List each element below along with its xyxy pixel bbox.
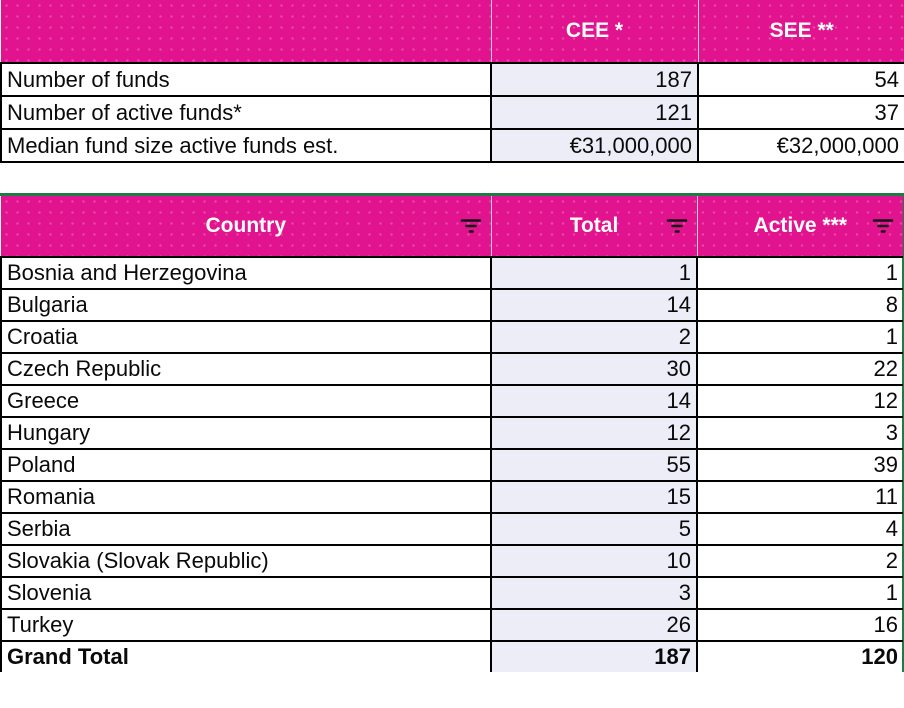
country-name: Croatia <box>0 320 492 354</box>
summary-see-value: 54 <box>697 62 904 97</box>
country-name: Romania <box>0 480 492 514</box>
summary-header-blank <box>1 0 491 63</box>
country-total-value: 26 <box>490 608 698 642</box>
country-active-value: 12 <box>696 384 903 418</box>
country-table-container: Country Total Acti <box>0 193 904 672</box>
summary-header-cee: CEE * <box>490 0 698 63</box>
country-total-value: 5 <box>490 512 698 546</box>
total-column-label: Total <box>569 214 619 237</box>
country-row: Slovakia (Slovak Republic) 10 2 <box>0 544 903 578</box>
country-row: Bulgaria 14 8 <box>0 288 903 322</box>
country-active-value: 2 <box>696 544 903 578</box>
country-row: Turkey 26 16 <box>0 608 903 642</box>
country-total-value: 10 <box>490 544 698 578</box>
country-total-value: 14 <box>490 384 698 418</box>
summary-row: Number of active funds* 121 37 <box>0 95 904 130</box>
summary-row-label: Number of funds <box>0 62 492 97</box>
country-active-value: 11 <box>696 480 903 514</box>
country-total-value: 14 <box>490 288 698 322</box>
country-name: Slovakia (Slovak Republic) <box>0 544 492 578</box>
summary-cee-value: 187 <box>490 62 699 97</box>
summary-row: Median fund size active funds est. €31,00… <box>0 128 904 163</box>
country-name: Hungary <box>0 416 492 450</box>
country-total-value: 55 <box>490 448 698 482</box>
country-active-value: 3 <box>696 416 903 450</box>
country-name: Czech Republic <box>0 352 492 386</box>
country-total-value: 1 <box>490 256 698 290</box>
summary-table: CEE * SEE ** Number of funds 187 54 Number … <box>0 0 904 163</box>
country-active-value: 1 <box>696 256 903 290</box>
country-name: Bosnia and Herzegovina <box>0 256 492 290</box>
country-active-value: 22 <box>696 352 903 386</box>
summary-see-value: €32,000,000 <box>697 128 904 163</box>
grand-total-total-value: 187 <box>490 640 698 672</box>
country-row: Bosnia and Herzegovina 1 1 <box>0 256 903 290</box>
summary-header-row: CEE * SEE ** <box>1 0 904 63</box>
country-table-body: Bosnia and Herzegovina 1 1 Bulgaria 14 8 Croat… <box>0 256 903 672</box>
country-column-header: Country <box>1 196 491 257</box>
country-row: Hungary 12 3 <box>0 416 903 450</box>
summary-table-body: Number of funds 187 54 Number of active fun… <box>0 62 904 163</box>
country-header-row: Country Total Acti <box>1 196 903 257</box>
active-column-label: Active *** <box>753 214 847 237</box>
summary-see-value: 37 <box>697 95 904 130</box>
country-total-value: 12 <box>490 416 698 450</box>
country-active-value: 8 <box>696 288 903 322</box>
country-table: Country Total Acti <box>0 196 903 672</box>
country-total-value: 2 <box>490 320 698 354</box>
grand-total-label: Grand Total <box>0 640 492 672</box>
active-column-header: Active *** <box>696 196 903 257</box>
country-active-value: 39 <box>696 448 903 482</box>
country-name: Serbia <box>0 512 492 546</box>
grand-total-active-value: 120 <box>696 640 903 672</box>
country-column-label: Country <box>205 214 287 237</box>
country-name: Greece <box>0 384 492 418</box>
country-row: Poland 55 39 <box>0 448 903 482</box>
country-total-value: 30 <box>490 352 698 386</box>
country-active-value: 16 <box>696 608 903 642</box>
country-row: Greece 14 12 <box>0 384 903 418</box>
country-row: Serbia 5 4 <box>0 512 903 546</box>
country-active-value: 4 <box>696 512 903 546</box>
country-row: Slovenia 3 1 <box>0 576 903 610</box>
filter-icon-total[interactable] <box>665 217 689 235</box>
country-total-value: 3 <box>490 576 698 610</box>
country-row: Croatia 2 1 <box>0 320 903 354</box>
country-active-value: 1 <box>696 320 903 354</box>
summary-cee-value: €31,000,000 <box>490 128 699 163</box>
summary-row-label: Number of active funds* <box>0 95 492 130</box>
country-total-value: 15 <box>490 480 698 514</box>
country-name: Bulgaria <box>0 288 492 322</box>
country-name: Poland <box>0 448 492 482</box>
grand-total-row: Grand Total 187 120 <box>0 640 903 672</box>
summary-row: Number of funds 187 54 <box>0 62 904 97</box>
filter-icon-active[interactable] <box>871 217 895 235</box>
total-column-header: Total <box>490 196 697 257</box>
summary-cee-value: 121 <box>490 95 699 130</box>
country-row: Romania 15 11 <box>0 480 903 514</box>
country-name: Slovenia <box>0 576 492 610</box>
country-row: Czech Republic 30 22 <box>0 352 903 386</box>
country-name: Turkey <box>0 608 492 642</box>
summary-header-see: SEE ** <box>697 0 904 63</box>
country-active-value: 1 <box>696 576 903 610</box>
summary-row-label: Median fund size active funds est. <box>0 128 492 163</box>
filter-icon-country[interactable] <box>459 217 483 235</box>
